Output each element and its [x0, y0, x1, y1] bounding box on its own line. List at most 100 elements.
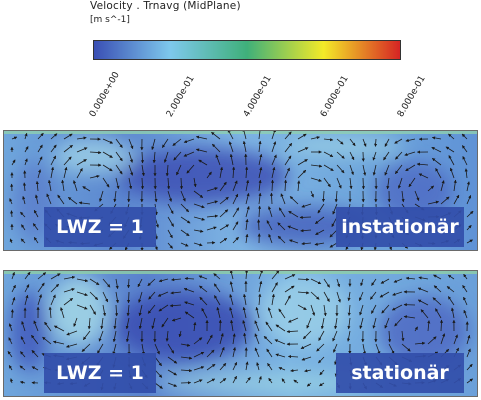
velocity-arrow — [21, 224, 26, 231]
velocity-arrow — [427, 200, 440, 205]
velocity-arrow — [379, 291, 390, 298]
velocity-arrow — [201, 307, 208, 319]
velocity-arrow — [82, 330, 91, 341]
velocity-arrow — [431, 136, 442, 140]
velocity-arrow — [176, 164, 182, 176]
velocity-arrow — [102, 177, 110, 188]
velocity-arrow — [287, 354, 299, 359]
velocity-arrow — [141, 164, 145, 177]
velocity-arrow — [8, 337, 13, 345]
velocity-arrow — [306, 382, 312, 387]
velocity-arrow — [270, 179, 275, 192]
velocity-arrow — [76, 147, 88, 153]
velocity-arrow — [281, 378, 286, 384]
velocity-arrow — [450, 307, 455, 319]
velocity-arrow — [230, 319, 234, 332]
velocity-arrow — [254, 320, 260, 332]
velocity-arrow — [76, 159, 87, 166]
velocity-arrow — [31, 350, 39, 358]
velocity-arrow — [22, 182, 27, 192]
velocity-arrow — [258, 192, 262, 205]
velocity-arrow — [445, 146, 455, 153]
lwz-label-top: LWZ = 1 — [44, 207, 156, 247]
velocity-arrow — [73, 180, 78, 192]
velocity-arrow — [53, 325, 65, 332]
velocity-arrow — [310, 278, 322, 285]
velocity-arrow — [288, 210, 299, 218]
velocity-arrow — [349, 138, 356, 147]
velocity-arrow — [244, 271, 249, 280]
velocity-arrow — [417, 287, 429, 293]
velocity-arrow — [147, 278, 156, 286]
velocity-arrow — [275, 324, 286, 332]
velocity-arrow — [394, 164, 403, 175]
velocity-arrow — [232, 207, 240, 218]
velocity-arrow — [198, 275, 208, 280]
velocity-arrow — [232, 375, 237, 384]
velocity-arrow — [414, 190, 420, 201]
velocity-arrow — [431, 157, 442, 166]
velocity-arrow — [245, 192, 250, 205]
velocity-arrow — [169, 304, 182, 308]
velocity-arrow — [232, 347, 236, 358]
velocity-arrow — [206, 187, 218, 192]
velocity-arrow — [8, 323, 13, 332]
velocity-arrow — [258, 166, 263, 179]
velocity-arrow — [323, 151, 334, 158]
velocity-arrow — [138, 304, 143, 317]
velocity-arrow — [193, 177, 197, 188]
velocity-arrow — [268, 206, 273, 218]
velocity-arrow — [37, 132, 44, 140]
velocity-arrow — [184, 311, 195, 319]
velocity-arrow — [278, 367, 286, 371]
velocity-arrow — [193, 203, 205, 209]
velocity-arrow — [297, 304, 307, 311]
velocity-arrow — [167, 216, 174, 227]
velocity-arrow — [125, 330, 130, 343]
velocity-arrow — [310, 304, 316, 316]
velocity-arrow — [375, 343, 381, 355]
velocity-arrow — [184, 276, 195, 281]
velocity-arrow — [66, 343, 78, 348]
velocity-arrow — [414, 326, 418, 332]
velocity-arrow — [333, 343, 338, 353]
velocity-arrow — [466, 363, 473, 371]
velocity-arrow — [301, 356, 312, 361]
velocity-arrow — [464, 168, 468, 179]
velocity-arrow — [63, 133, 73, 140]
velocity-arrow — [287, 225, 299, 231]
velocity-arrow — [332, 203, 338, 215]
velocity-arrow — [100, 317, 104, 330]
velocity-arrow — [11, 297, 16, 306]
velocity-arrow — [289, 239, 299, 244]
velocity-arrow — [102, 138, 114, 144]
velocity-arrow — [440, 180, 445, 192]
velocity-arrow — [193, 366, 205, 371]
velocity-arrow — [466, 334, 471, 345]
velocity-arrow — [37, 294, 42, 306]
velocity-arrow — [359, 304, 364, 316]
velocity-arrow — [461, 133, 468, 140]
velocity-arrow — [154, 382, 163, 389]
velocity-arrow — [193, 351, 205, 358]
velocity-arrow — [297, 159, 308, 166]
velocity-arrow — [24, 294, 29, 306]
velocity-arrow — [372, 317, 377, 329]
velocity-arrow — [163, 151, 169, 163]
velocity-arrow — [158, 278, 169, 283]
velocity-arrow — [323, 177, 331, 188]
flow-panel-top: LWZ = 1 instationär — [3, 130, 478, 251]
velocity-arrow — [386, 177, 390, 190]
velocity-arrow — [404, 151, 416, 156]
velocity-arrow — [300, 343, 312, 349]
velocity-arrow — [466, 348, 471, 358]
velocity-arrow — [271, 282, 278, 293]
velocity-arrow — [359, 291, 364, 301]
velocity-arrow — [212, 143, 221, 153]
velocity-arrow — [316, 343, 325, 352]
velocity-arrow — [453, 334, 458, 345]
velocity-arrow — [66, 330, 78, 336]
velocity-arrow — [193, 242, 203, 247]
velocity-arrow — [371, 304, 377, 314]
velocity-arrow — [193, 379, 203, 384]
